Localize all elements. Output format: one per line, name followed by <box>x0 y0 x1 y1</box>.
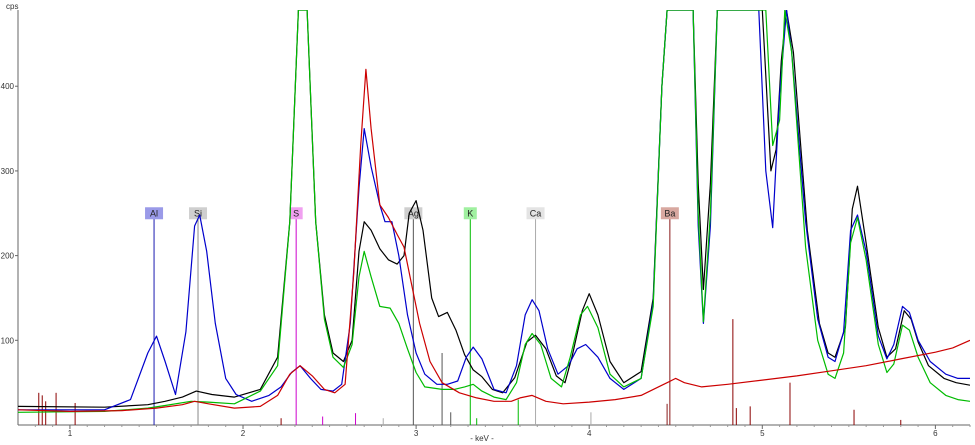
element-label-si: Si <box>194 208 202 218</box>
x-tick-label: 3 <box>414 429 419 438</box>
y-axis-label: cps <box>6 2 18 11</box>
element-label-ca: Ca <box>530 208 542 218</box>
element-label-ag: Ag <box>408 208 419 218</box>
element-label-ba: Ba <box>664 208 675 218</box>
element-tag-si <box>189 207 208 220</box>
element-label-s: S <box>293 208 299 218</box>
element-tag-al <box>145 207 164 220</box>
axes <box>17 10 970 426</box>
x-tick-label: 4 <box>587 429 592 438</box>
spectrum-line-3 <box>18 68 970 412</box>
element-tag-k <box>463 207 477 220</box>
x-axis-label: - keV - <box>470 434 494 443</box>
element-tag-ba <box>660 207 679 220</box>
element-label-al: Al <box>150 208 158 218</box>
tick-labels: 1 2 3 4 5 6 100 200 300 400 <box>1 82 971 438</box>
y-tick-label: 100 <box>1 336 15 345</box>
x-tick-label: 2 <box>241 429 246 438</box>
element-tag-s <box>289 207 303 220</box>
spectrum-series <box>18 10 970 413</box>
y-tick-label: 400 <box>1 82 15 91</box>
y-tick-label: 200 <box>1 252 15 261</box>
x-tick-label: 6 <box>933 429 938 438</box>
spectrum-line-2 <box>18 10 970 413</box>
element-markers: Al Si S Ag K Ca Ba <box>38 207 902 425</box>
element-label-k: K <box>467 208 473 218</box>
spectrum-line-1 <box>18 10 970 411</box>
x-tick-label: 5 <box>760 429 765 438</box>
x-tick-label: 1 <box>68 429 73 438</box>
element-tag-ca <box>526 207 545 220</box>
y-tick-label: 300 <box>1 167 15 176</box>
